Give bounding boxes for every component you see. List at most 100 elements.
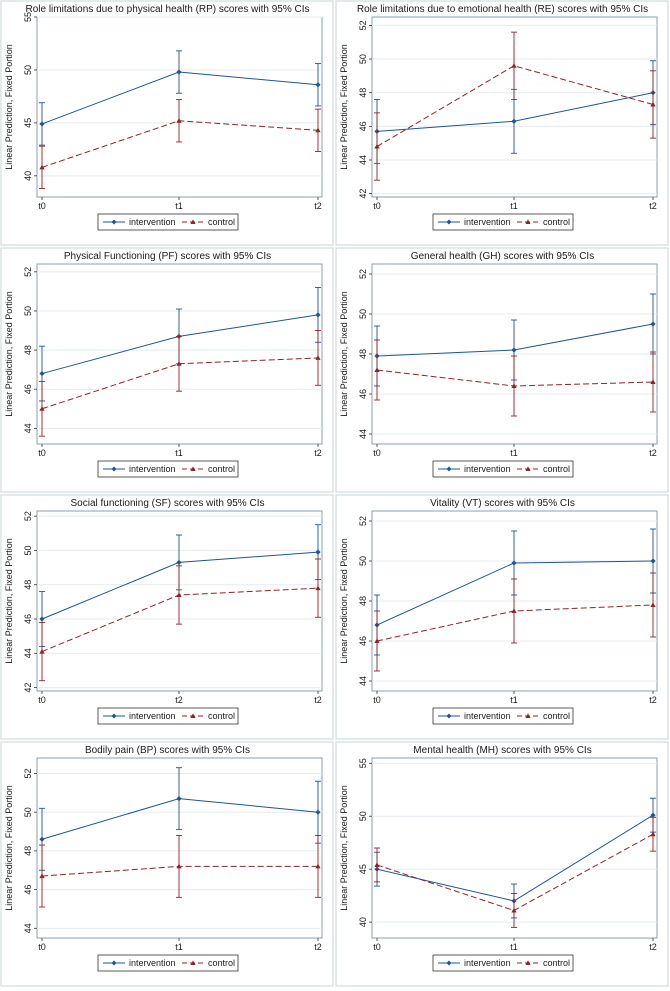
point-intervention bbox=[511, 560, 517, 566]
chart-title: Role limitations due to emotional health… bbox=[357, 4, 648, 15]
y-tick-label: 46 bbox=[23, 614, 33, 624]
chart-panel-0: Role limitations due to physical health … bbox=[0, 0, 335, 247]
x-tick-label: t2 bbox=[314, 695, 322, 705]
legend-label-control: control bbox=[208, 958, 235, 968]
legend-box bbox=[432, 213, 574, 231]
y-tick-label: 50 bbox=[23, 65, 33, 75]
legend-marker-intervention bbox=[111, 466, 117, 472]
point-intervention bbox=[176, 69, 182, 75]
point-intervention bbox=[39, 121, 45, 127]
legend-box bbox=[97, 213, 239, 231]
y-tick-label: 44 bbox=[23, 648, 33, 658]
chart-svg: Mental health (MH) scores with 95% CIs 40… bbox=[335, 741, 669, 987]
y-axis-label: Linear Prediction, Fixed Portion bbox=[339, 44, 349, 170]
y-tick-label: 46 bbox=[23, 384, 33, 394]
point-control bbox=[511, 62, 517, 68]
y-tick-label: 46 bbox=[358, 636, 368, 646]
y-tick-label: 45 bbox=[23, 118, 33, 128]
y-tick-label: 40 bbox=[358, 917, 368, 927]
point-control bbox=[650, 602, 656, 607]
x-tick-label: t2 bbox=[314, 448, 322, 458]
point-intervention bbox=[315, 312, 321, 318]
x-tick-label: t2 bbox=[175, 695, 183, 705]
point-control bbox=[650, 379, 656, 384]
chart-panel-3: General health (GH) scores with 95% CIs 4… bbox=[335, 247, 670, 494]
legend-label-control: control bbox=[208, 464, 235, 474]
legend-box bbox=[97, 707, 239, 725]
y-tick-label: 55 bbox=[23, 12, 33, 22]
x-tick-label: t2 bbox=[649, 942, 657, 952]
legend-label-intervention: intervention bbox=[129, 958, 176, 968]
chart-title: Social functioning (SF) scores with 95% … bbox=[71, 498, 265, 509]
x-tick-label: t1 bbox=[510, 448, 518, 458]
point-control bbox=[315, 863, 321, 869]
legend-marker-control bbox=[525, 960, 531, 965]
legend-marker-intervention bbox=[446, 960, 452, 966]
plot-frame bbox=[371, 757, 658, 939]
legend-label-intervention: intervention bbox=[464, 464, 511, 474]
point-control bbox=[511, 608, 517, 613]
chart-svg: Vitality (VT) scores with 95% CIs 44 46 48 5… bbox=[335, 494, 669, 740]
y-tick-label: 46 bbox=[23, 885, 33, 895]
legend-marker-intervention bbox=[111, 219, 117, 225]
x-tick-label: t1 bbox=[510, 201, 518, 211]
x-tick-label: t1 bbox=[510, 695, 518, 705]
legend-box bbox=[432, 954, 574, 972]
point-intervention bbox=[511, 347, 517, 353]
point-control bbox=[176, 592, 182, 597]
chart-svg: Physical Functioning (PF) scores with 95… bbox=[0, 247, 334, 493]
point-control bbox=[39, 164, 45, 170]
plot-frame bbox=[36, 510, 323, 692]
chart-title: Mental health (MH) scores with 95% CIs bbox=[413, 745, 591, 756]
y-tick-label: 50 bbox=[358, 811, 368, 821]
legend-marker-control bbox=[525, 219, 531, 224]
point-control bbox=[176, 117, 182, 123]
x-tick-label: t0 bbox=[38, 201, 46, 211]
point-intervention bbox=[650, 558, 656, 564]
legend-box bbox=[97, 460, 239, 478]
chart-svg: Bodily pain (BP) scores with 95% CIs 44 46… bbox=[0, 741, 334, 987]
chart-panel-5: Vitality (VT) scores with 95% CIs 44 46 48 5… bbox=[335, 494, 670, 741]
y-tick-label: 48 bbox=[358, 88, 368, 98]
x-tick-label: t1 bbox=[175, 942, 183, 952]
x-tick-label: t0 bbox=[38, 448, 46, 458]
x-tick-label: t2 bbox=[314, 201, 322, 211]
y-tick-label: 52 bbox=[23, 267, 33, 277]
legend-label-intervention: intervention bbox=[129, 711, 176, 721]
x-tick-label: t0 bbox=[373, 942, 381, 952]
legend-label-intervention: intervention bbox=[464, 711, 511, 721]
x-tick-label: t2 bbox=[649, 448, 657, 458]
y-tick-label: 48 bbox=[23, 846, 33, 856]
legend-marker-intervention bbox=[446, 466, 452, 472]
x-tick-label: t0 bbox=[373, 201, 381, 211]
y-tick-label: 48 bbox=[23, 580, 33, 590]
y-axis-label: Linear Prediction, Fixed Portion bbox=[4, 785, 14, 911]
y-tick-label: 48 bbox=[358, 349, 368, 359]
point-intervention bbox=[650, 321, 656, 327]
y-tick-label: 50 bbox=[23, 545, 33, 555]
legend-label-intervention: intervention bbox=[129, 217, 176, 227]
chart-svg: Role limitations due to emotional health… bbox=[335, 0, 669, 246]
x-tick-label: t2 bbox=[649, 695, 657, 705]
point-control bbox=[374, 367, 380, 372]
y-axis-label: Linear Prediction, Fixed Portion bbox=[4, 291, 14, 417]
chart-panel-4: Social functioning (SF) scores with 95% … bbox=[0, 494, 335, 741]
y-tick-label: 46 bbox=[358, 389, 368, 399]
point-intervention bbox=[39, 616, 45, 622]
chart-svg: Social functioning (SF) scores with 95% … bbox=[0, 494, 334, 740]
legend-marker-control bbox=[190, 960, 196, 965]
legend-label-control: control bbox=[208, 217, 235, 227]
legend-label-intervention: intervention bbox=[129, 464, 176, 474]
plot-frame bbox=[36, 263, 323, 445]
x-tick-label: t0 bbox=[373, 448, 381, 458]
series-line-control bbox=[376, 65, 654, 147]
legend-marker-control bbox=[190, 466, 196, 471]
point-control bbox=[176, 360, 182, 366]
y-tick-label: 52 bbox=[358, 20, 368, 30]
y-axis-label: Linear Prediction, Fixed Portion bbox=[339, 538, 349, 664]
chart-panel-2: Physical Functioning (PF) scores with 95… bbox=[0, 247, 335, 494]
point-control bbox=[511, 383, 517, 388]
plot-frame bbox=[371, 16, 658, 198]
y-axis-label: Linear Prediction, Fixed Portion bbox=[4, 44, 14, 170]
